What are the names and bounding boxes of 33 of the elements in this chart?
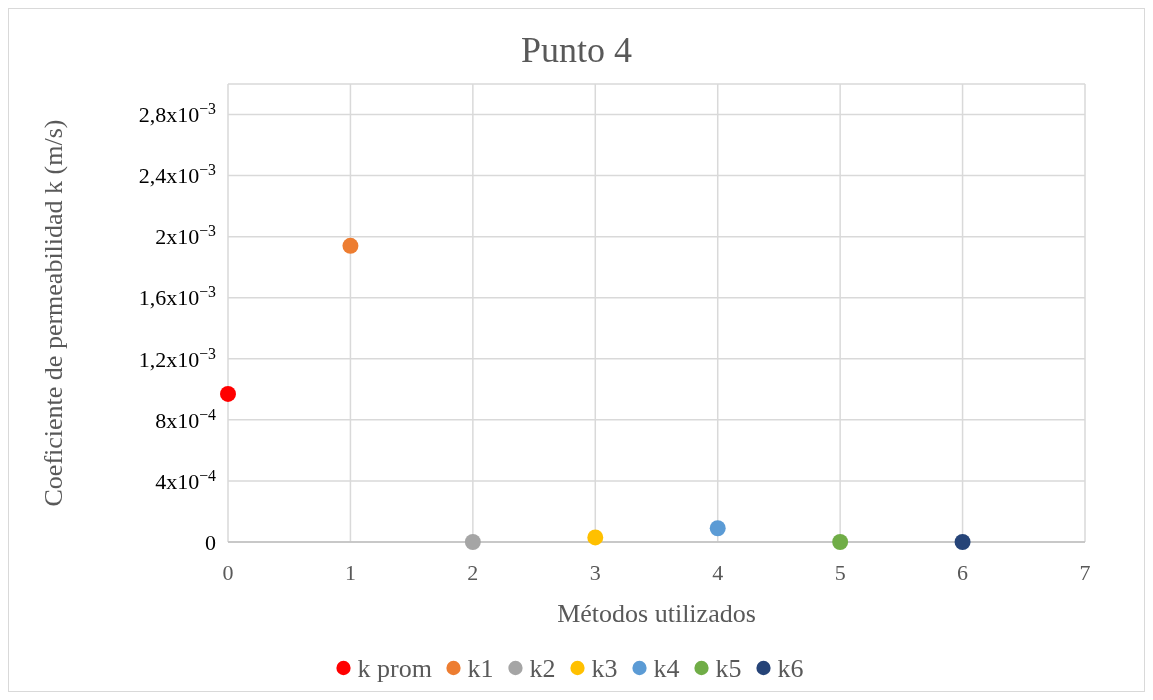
y-tick-label: 4x10$^{−4}$ — [155, 466, 217, 494]
y-axis-title: Coeficiente de permeabilidad k (m/s) — [39, 119, 68, 507]
point — [587, 529, 604, 546]
legend-label: k2 — [529, 654, 556, 684]
x-tick-label: 5 — [834, 560, 846, 585]
y-tick-label: 0 — [205, 529, 216, 555]
point — [464, 534, 481, 550]
legend-label: k3 — [591, 654, 618, 684]
legend-label: k4 — [653, 654, 680, 684]
legend-label: k1 — [467, 654, 494, 684]
legend-label: k prom — [357, 654, 432, 684]
point — [220, 385, 236, 402]
x-tick-label: 4 — [712, 560, 724, 585]
x-tick-label: 1 — [344, 560, 356, 585]
legend-label: k6 — [777, 654, 804, 684]
point — [709, 520, 726, 537]
point — [342, 237, 359, 254]
x-axis-title: Métodos utilizados — [557, 599, 756, 628]
chart-title: Punto 4 — [520, 30, 633, 70]
y-tick-label: 8x10$^{−4}$ — [155, 405, 217, 433]
y-tick-label: 2x10$^{−3}$ — [155, 221, 217, 250]
point — [832, 534, 849, 550]
y-tick-label: 1,6x10$^{−3}$ — [138, 282, 217, 311]
x-tick-label: 2 — [467, 560, 479, 585]
y-tick-label: 1,2x10$^{−3}$ — [138, 344, 217, 372]
x-tick-label: 3 — [589, 560, 601, 585]
x-tick-label: 7 — [1079, 560, 1091, 585]
x-tick-label: 0 — [222, 560, 234, 585]
x-tick-label: 6 — [957, 560, 969, 585]
y-tick-label: 2,4x10$^{−3}$ — [138, 160, 217, 189]
y-tick-label: 2,8x10$^{−3}$ — [138, 99, 217, 128]
legend-label: k5 — [715, 654, 742, 684]
point — [954, 534, 971, 550]
